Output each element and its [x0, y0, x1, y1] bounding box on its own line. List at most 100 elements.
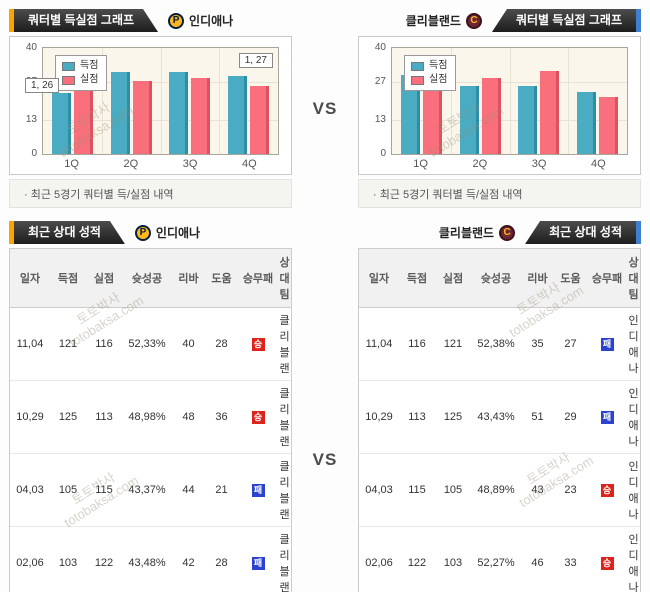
cell: 23 [554, 453, 587, 527]
cell: 인디애나 [627, 526, 640, 592]
scored-swatch-icon [411, 61, 424, 71]
column-header: 상대팀 [278, 249, 291, 308]
cell: 125 [50, 380, 86, 454]
cell: 인디애나 [627, 380, 640, 454]
y-tick: 13 [25, 113, 37, 125]
cavaliers-logo-icon: C [499, 224, 516, 241]
bar-group-1Q [392, 48, 451, 154]
cell: 42 [172, 526, 205, 592]
y-tick: 27 [374, 76, 386, 88]
allowed-swatch-icon [411, 75, 424, 85]
column-header: 일자 [10, 249, 50, 308]
x-tick: 1Q [64, 158, 79, 170]
cell: 04,03 [10, 453, 50, 527]
table-row: 11,04 121 116 52,33% 40 28 승 클리블랜 [10, 307, 291, 381]
scored-swatch-icon [62, 61, 75, 71]
cell: 113 [86, 380, 122, 454]
panel-chart-home: 쿼터별 득실점 그래프 P 인디애나 [9, 9, 292, 208]
h2h-table-home-box: 일자 득점 실점 슛성공 리바 도움 승무패 상대팀 11,04 121 116 52,33% 40 28… [9, 248, 292, 592]
panel-chart-away: 클리블랜드 C 쿼터별 득실점 그래프 [358, 9, 641, 208]
column-header: 득점 [399, 249, 435, 308]
tab-quarter-chart-away: 쿼터별 득실점 그래프 [491, 9, 636, 32]
cavaliers-logo-icon: C [465, 12, 482, 29]
allowed-swatch-icon [62, 75, 75, 85]
accent-bar [636, 9, 641, 32]
table-row: 11,04 116 121 52,38% 35 27 패 인디애나 [359, 307, 640, 381]
cell: 21 [205, 453, 238, 527]
cell: 패 [587, 307, 627, 381]
table-row: 04,03 115 105 48,89% 43 23 승 인디애나 [359, 453, 640, 527]
chart-away: 득점 실점 40 27 13 0 1Q 2Q 3Q 4Q [358, 36, 641, 175]
cell: 51 [521, 380, 554, 454]
allowed-bar-3Q [191, 78, 211, 154]
h2h-table-away: 일자 득점 실점 슛성공 리바 도움 승무패 상대팀 11,04 116 121 52,38% 35 27… [359, 249, 640, 592]
cell: 27 [554, 307, 587, 381]
h2h-table-away-box: 일자 득점 실점 슛성공 리바 도움 승무패 상대팀 11,04 116 121 52,38% 35 27… [358, 248, 641, 592]
cell: 48,98% [122, 380, 172, 454]
cell: 10,29 [359, 380, 399, 454]
vs-label: VS [312, 98, 338, 118]
tab-quarter-chart-home: 쿼터별 득실점 그래프 [14, 9, 158, 32]
cell: 121 [435, 307, 471, 381]
cell: 121 [50, 307, 86, 381]
scored-bar-2Q [459, 86, 479, 154]
cell: 패 [587, 380, 627, 454]
cell: 103 [435, 526, 471, 592]
cell: 36 [205, 380, 238, 454]
allowed-bar-3Q [540, 70, 560, 154]
x-tick: 3Q [182, 158, 198, 170]
result-badge-loss: 패 [251, 556, 265, 570]
tooltip-value: 1, 27 [238, 53, 273, 68]
legend-allowed-label: 실점 [429, 74, 448, 85]
x-tick: 2Q [123, 158, 139, 170]
cell: 43,48% [122, 526, 172, 592]
column-header: 리바 [172, 249, 205, 308]
column-header: 도움 [205, 249, 238, 308]
bar-group-4Q [568, 48, 627, 154]
cell: 105 [435, 453, 471, 527]
scored-bar-1Q [400, 74, 420, 154]
allowed-bar-2Q [132, 81, 152, 154]
scored-bar-4Q [577, 91, 597, 154]
bar-group-2Q [451, 48, 510, 154]
legend-allowed-label: 실점 [80, 74, 99, 85]
team-away-name: 클리블랜드 [405, 14, 461, 28]
legend-scored-label: 득점 [429, 60, 448, 71]
legend: 득점 실점 [55, 55, 108, 91]
tooltip-value: 1, 26 [25, 78, 60, 93]
team-away-name: 클리블랜드 [438, 226, 495, 240]
cell: 35 [521, 307, 554, 381]
cell: 40 [172, 307, 205, 381]
cell: 48,89% [471, 453, 521, 527]
cell: 43,37% [122, 453, 172, 527]
scored-bar-4Q [228, 75, 248, 154]
allowed-bar-4Q [599, 97, 619, 154]
legend: 득점 실점 [404, 55, 457, 91]
cell: 103 [50, 526, 86, 592]
bars-away [392, 48, 627, 154]
gridline [568, 48, 570, 154]
cell: 승 [238, 307, 278, 381]
cell: 클리블랜 [278, 307, 291, 381]
cell: 승 [238, 380, 278, 454]
scored-bar-2Q [110, 71, 130, 154]
column-header: 상대팀 [627, 249, 640, 308]
y-tick: 0 [380, 148, 386, 159]
cell: 43,43% [471, 380, 521, 454]
gridline [101, 48, 103, 154]
x-tick: 1Q [413, 158, 428, 170]
team-away: 클리블랜드 C [438, 224, 516, 241]
column-header: 실점 [435, 249, 471, 308]
tab-h2h-away: 최근 상대 성적 [525, 221, 636, 244]
cell: 46 [521, 526, 554, 592]
gridline [450, 48, 452, 154]
cell: 클리블랜 [278, 380, 291, 454]
cell: 122 [86, 526, 122, 592]
column-header: 리바 [521, 249, 554, 308]
team-home-name: 인디애나 [189, 14, 234, 28]
result-badge-win: 승 [251, 410, 265, 424]
gridline [219, 48, 221, 154]
allowed-bar-2Q [481, 78, 501, 154]
